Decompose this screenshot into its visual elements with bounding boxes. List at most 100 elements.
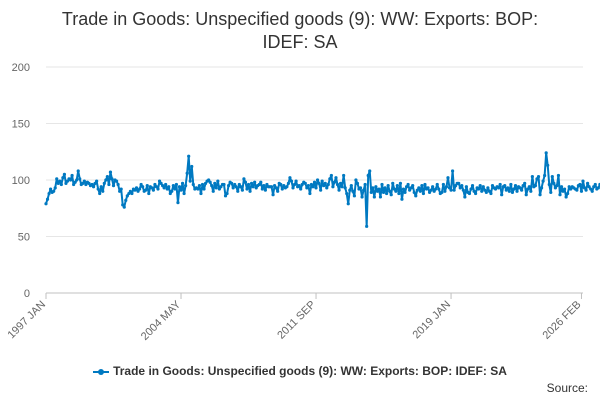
data-point[interactable] xyxy=(589,187,593,191)
data-point[interactable] xyxy=(360,195,364,199)
data-point[interactable] xyxy=(75,178,79,182)
data-point[interactable] xyxy=(480,189,484,193)
data-point[interactable] xyxy=(504,188,508,192)
data-point[interactable] xyxy=(437,187,441,191)
data-point[interactable] xyxy=(372,195,376,199)
data-point[interactable] xyxy=(503,184,507,188)
data-point[interactable] xyxy=(527,185,531,189)
data-point[interactable] xyxy=(292,182,297,187)
data-point[interactable] xyxy=(223,194,228,198)
data-point[interactable] xyxy=(584,188,588,192)
data-point[interactable] xyxy=(434,187,438,191)
data-point[interactable] xyxy=(315,178,320,182)
data-point[interactable] xyxy=(401,187,406,191)
data-point[interactable] xyxy=(470,184,475,188)
data-point[interactable] xyxy=(404,185,409,189)
data-point[interactable] xyxy=(365,224,369,228)
data-point[interactable] xyxy=(335,182,340,187)
data-point[interactable] xyxy=(91,185,96,189)
data-point[interactable] xyxy=(299,187,303,191)
data-point[interactable] xyxy=(506,186,510,190)
data-point[interactable] xyxy=(486,186,490,190)
data-point[interactable] xyxy=(592,185,596,189)
data-point[interactable] xyxy=(58,179,62,183)
data-point[interactable] xyxy=(179,188,183,192)
data-point[interactable] xyxy=(99,185,103,189)
data-point[interactable] xyxy=(569,187,573,191)
data-point[interactable] xyxy=(523,181,527,185)
data-point[interactable] xyxy=(552,181,556,185)
data-point[interactable] xyxy=(352,194,356,198)
data-point[interactable] xyxy=(139,182,143,187)
data-point[interactable] xyxy=(96,187,100,191)
data-point[interactable] xyxy=(219,185,223,189)
data-point[interactable] xyxy=(68,178,73,182)
data-point[interactable] xyxy=(564,195,568,199)
data-point[interactable] xyxy=(125,194,129,198)
data-point[interactable] xyxy=(134,186,139,190)
data-point[interactable] xyxy=(248,189,252,193)
data-point[interactable] xyxy=(105,175,109,179)
data-point[interactable] xyxy=(161,184,165,188)
data-point[interactable] xyxy=(145,184,149,188)
data-point[interactable] xyxy=(369,190,373,195)
data-point[interactable] xyxy=(81,181,85,185)
data-point[interactable] xyxy=(151,188,155,192)
data-point[interactable] xyxy=(326,182,330,187)
data-point[interactable] xyxy=(381,190,386,195)
data-point[interactable] xyxy=(259,180,263,184)
data-point[interactable] xyxy=(526,187,530,191)
data-point[interactable] xyxy=(95,179,99,183)
data-point[interactable] xyxy=(429,188,433,192)
data-point[interactable] xyxy=(343,186,347,190)
data-point[interactable] xyxy=(128,189,132,193)
data-point[interactable] xyxy=(444,185,449,189)
data-point[interactable] xyxy=(214,186,218,190)
data-point[interactable] xyxy=(500,193,504,197)
data-point[interactable] xyxy=(208,180,212,184)
data-point[interactable] xyxy=(104,178,108,182)
data-point[interactable] xyxy=(114,179,119,183)
data-point[interactable] xyxy=(211,189,215,193)
data-point[interactable] xyxy=(421,191,426,196)
data-point[interactable] xyxy=(73,180,77,184)
data-point[interactable] xyxy=(322,184,326,188)
data-point[interactable] xyxy=(587,185,591,189)
data-point[interactable] xyxy=(273,184,277,188)
data-point[interactable] xyxy=(182,191,186,196)
data-point[interactable] xyxy=(550,175,554,179)
data-point[interactable] xyxy=(450,169,455,173)
data-point[interactable] xyxy=(257,182,261,187)
data-point[interactable] xyxy=(544,151,548,155)
data-point[interactable] xyxy=(520,188,524,192)
data-point[interactable] xyxy=(173,187,177,191)
data-point[interactable] xyxy=(217,187,221,191)
data-point[interactable] xyxy=(47,191,51,196)
data-point[interactable] xyxy=(355,181,360,185)
data-point[interactable] xyxy=(222,182,226,187)
data-point[interactable] xyxy=(342,173,346,178)
data-point[interactable] xyxy=(197,184,202,188)
data-point[interactable] xyxy=(176,201,180,205)
data-point[interactable] xyxy=(414,194,418,198)
data-point[interactable] xyxy=(108,170,113,174)
data-point[interactable] xyxy=(374,185,378,189)
data-point[interactable] xyxy=(513,184,518,188)
data-point[interactable] xyxy=(44,202,48,206)
data-point[interactable] xyxy=(535,177,539,181)
data-point[interactable] xyxy=(538,193,542,197)
data-point[interactable] xyxy=(447,186,452,190)
data-point[interactable] xyxy=(567,185,571,189)
data-point[interactable] xyxy=(586,181,590,185)
data-point[interactable] xyxy=(457,181,461,185)
data-point[interactable] xyxy=(65,179,70,183)
data-point[interactable] xyxy=(90,182,94,187)
data-point[interactable] xyxy=(202,187,206,191)
data-point[interactable] xyxy=(391,181,395,185)
data-point[interactable] xyxy=(487,189,492,193)
data-point[interactable] xyxy=(377,187,381,191)
data-point[interactable] xyxy=(237,182,241,187)
data-point[interactable] xyxy=(467,191,472,196)
data-point[interactable] xyxy=(110,177,114,181)
data-point[interactable] xyxy=(329,173,333,178)
